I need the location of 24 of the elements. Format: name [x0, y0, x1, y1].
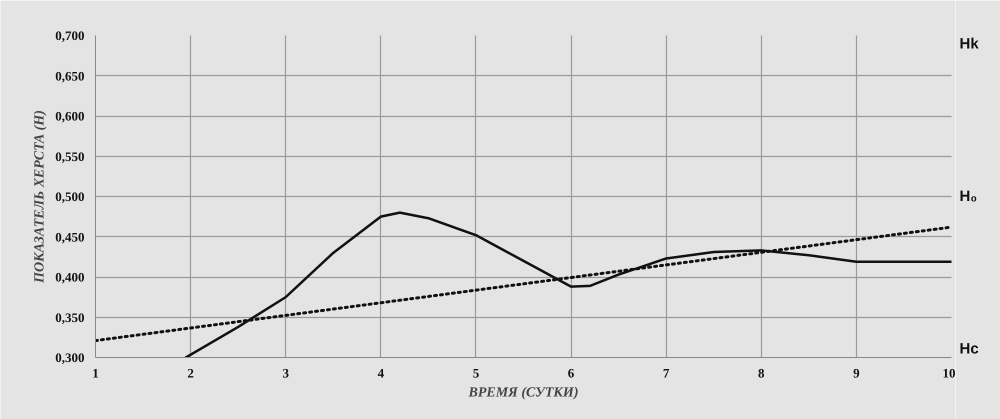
x-axis-title: ВРЕМЯ (СУТКИ) [468, 386, 578, 400]
y-tick-label: 0,650 [55, 68, 84, 84]
x-tick-label: 2 [187, 366, 194, 380]
y-axis-title: ПОКАЗАТЕЛЬ ХЕРСТА (H) [32, 110, 48, 284]
x-tick-label: 10 [942, 366, 956, 380]
y-tick-label: 0,700 [55, 28, 84, 43]
y-tick-label: 0,300 [55, 350, 84, 365]
x-tick-label: 1 [92, 366, 99, 380]
y-tick-label: 0,450 [55, 229, 84, 244]
y-tick-label: 0,600 [55, 108, 84, 124]
text: Hk [960, 36, 980, 52]
x-tick-label: 6 [568, 366, 575, 380]
y-tick-label: 0,350 [55, 310, 84, 325]
y-tick-label: 0,400 [55, 270, 84, 284]
x-tick-label: 8 [758, 366, 766, 380]
y-tick-label: 0,550 [55, 148, 84, 164]
x-tick-label: 4 [378, 366, 385, 380]
y-tick-label: 0,500 [55, 189, 84, 204]
text: Hc [960, 340, 979, 358]
x-tick-label: 5 [472, 366, 480, 380]
x-tick-label: 9 [853, 366, 860, 380]
x-tick-label: 7 [662, 366, 670, 380]
x-tick-label: 3 [282, 366, 290, 380]
text: H₀ [960, 188, 978, 205]
